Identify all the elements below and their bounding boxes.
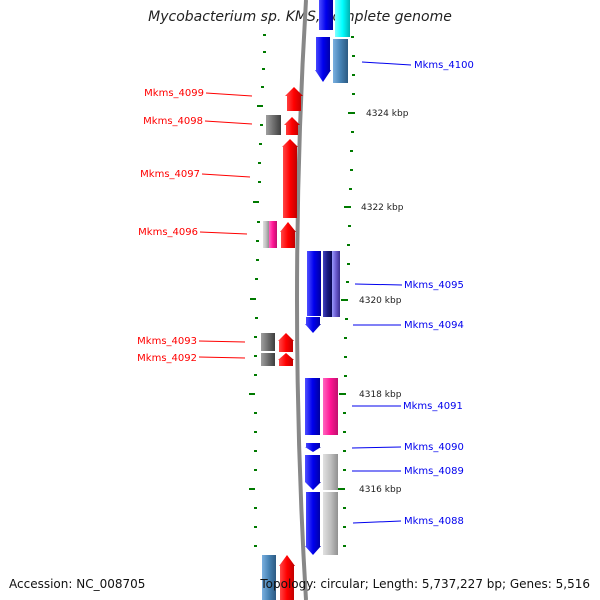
gene-label-mkms-4094[interactable]: Mkms_4094 (404, 320, 464, 331)
gene-lightgray-4096[interactable] (263, 221, 269, 248)
tick-label: 4318 kbp (359, 390, 402, 400)
gene-lightgray-4089[interactable] (323, 454, 338, 490)
gene-arrow-mkms-4093[interactable] (278, 333, 294, 352)
reverse-gene-labels: Mkms_4099 Mkms_4098 Mkms_4097 Mkms_4096 … (137, 88, 204, 364)
gene-pink-4091[interactable] (323, 378, 338, 435)
topology-text: Topology: circular; Length: 5,737,227 bp… (260, 577, 590, 591)
tick-label: 4324 kbp (366, 109, 409, 119)
gene-label-mkms-4097[interactable]: Mkms_4097 (140, 169, 200, 180)
tick-label: 4322 kbp (361, 203, 404, 213)
tick-marks-left (249, 34, 266, 547)
gene-label-mkms-4091[interactable]: Mkms_4091 (403, 401, 463, 412)
gene-cyan-top[interactable] (335, 0, 350, 37)
gene-pink-4096[interactable] (269, 221, 277, 248)
gene-label-mkms-4100[interactable]: Mkms_4100 (414, 60, 474, 71)
gene-label-mkms-4089[interactable]: Mkms_4089 (404, 466, 464, 477)
gene-steel-bottom[interactable] (262, 555, 276, 600)
tick-label: 4320 kbp (359, 296, 402, 306)
gene-label-mkms-4090[interactable]: Mkms_4090 (404, 442, 464, 453)
gene-blue-4091[interactable] (305, 378, 320, 435)
gene-label-mkms-4098[interactable]: Mkms_4098 (143, 116, 203, 127)
gene-arrow-mkms-4092[interactable] (278, 353, 294, 366)
gene-steel-top[interactable] (333, 39, 348, 83)
gene-gray-4093[interactable] (261, 333, 275, 351)
gene-label-mkms-4095[interactable]: Mkms_4095 (404, 280, 464, 291)
gene-blue-top[interactable] (319, 0, 333, 30)
gene-arrow-mkms-4094[interactable] (305, 317, 321, 333)
gene-gray-4092[interactable] (261, 353, 275, 366)
gene-arrow-mkms-4096[interactable] (280, 222, 296, 248)
gene-arrow-mkms-4097[interactable] (282, 139, 298, 218)
gene-label-mkms-4093[interactable]: Mkms_4093 (137, 336, 197, 347)
map-title: Mycobacterium sp. KMS, complete genome (148, 9, 452, 25)
reverse-strand-genes (261, 87, 303, 600)
accession-text: Accession: NC_008705 (9, 577, 146, 591)
gene-gray-4098[interactable] (266, 115, 281, 135)
gene-arrow-bottom[interactable] (279, 555, 295, 600)
gene-blue-4095[interactable] (307, 251, 321, 316)
gene-label-mkms-4088[interactable]: Mkms_4088 (404, 516, 464, 527)
gene-label-mkms-4099[interactable]: Mkms_4099 (144, 88, 204, 99)
backbone-arc (295, 0, 308, 600)
tick-marks-right (338, 36, 355, 547)
gene-lightgray-4088[interactable] (323, 492, 338, 555)
gene-navy-4095[interactable] (323, 251, 332, 317)
forward-strand-genes (305, 0, 350, 555)
gene-label-mkms-4096[interactable]: Mkms_4096 (138, 227, 198, 238)
tick-label: 4316 kbp (359, 485, 402, 495)
gene-slate-4095[interactable] (332, 251, 340, 317)
leader-lines (198, 61, 412, 524)
gene-arrow-mkms-4098[interactable] (284, 117, 300, 135)
gene-arrow-mkms-4088[interactable] (305, 492, 321, 555)
gene-label-mkms-4092[interactable]: Mkms_4092 (137, 353, 197, 364)
gene-arrow-mkms-4089[interactable] (305, 455, 321, 490)
forward-gene-labels: Mkms_4100 Mkms_4095 Mkms_4094 Mkms_4091 … (403, 60, 474, 527)
gene-arrow-mkms-4090[interactable] (305, 443, 321, 452)
gene-arrow-mkms-4099[interactable] (285, 87, 303, 111)
gene-arrow-mkms-4100[interactable] (315, 37, 331, 82)
